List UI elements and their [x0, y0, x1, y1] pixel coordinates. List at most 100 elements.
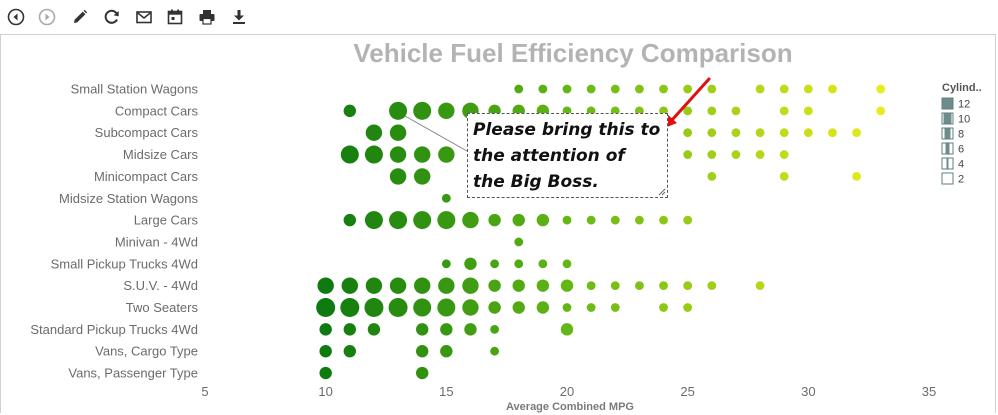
data-point[interactable] — [586, 303, 596, 312]
data-point[interactable] — [438, 146, 455, 163]
data-point[interactable] — [340, 298, 360, 317]
data-point[interactable] — [413, 298, 432, 317]
data-point[interactable] — [414, 146, 431, 163]
data-point[interactable] — [659, 303, 668, 312]
data-point[interactable] — [441, 193, 451, 203]
data-point[interactable] — [803, 128, 813, 138]
data-point[interactable] — [441, 259, 451, 269]
data-point[interactable] — [635, 84, 644, 94]
data-point[interactable] — [343, 213, 356, 227]
data-point[interactable] — [635, 281, 644, 291]
data-point[interactable] — [707, 150, 717, 159]
data-point[interactable] — [413, 101, 432, 120]
data-point[interactable] — [635, 215, 644, 225]
data-point[interactable] — [707, 128, 717, 138]
data-point[interactable] — [610, 84, 620, 94]
data-point[interactable] — [659, 215, 668, 225]
data-point[interactable] — [343, 104, 356, 118]
data-point[interactable] — [779, 84, 789, 94]
data-point[interactable] — [562, 84, 572, 94]
data-point[interactable] — [340, 145, 359, 164]
data-point[interactable] — [755, 84, 765, 94]
data-point[interactable] — [803, 84, 813, 94]
back-icon[interactable] — [5, 6, 27, 28]
data-point[interactable] — [343, 323, 356, 336]
annotation-callout[interactable]: Please bring this to the attention of th… — [467, 113, 668, 198]
data-point[interactable] — [683, 84, 693, 94]
data-point[interactable] — [659, 84, 668, 94]
data-point[interactable] — [462, 277, 479, 294]
data-point[interactable] — [538, 84, 548, 94]
data-point[interactable] — [414, 168, 431, 185]
data-point[interactable] — [779, 150, 789, 159]
data-point[interactable] — [538, 259, 548, 269]
data-point[interactable] — [514, 259, 524, 269]
data-point[interactable] — [416, 366, 429, 380]
data-point[interactable] — [490, 259, 499, 269]
data-point[interactable] — [416, 345, 429, 358]
data-point[interactable] — [683, 303, 693, 312]
data-point[interactable] — [490, 346, 499, 356]
refresh-icon[interactable] — [101, 6, 123, 28]
data-point[interactable] — [364, 145, 383, 164]
data-point[interactable] — [364, 211, 383, 230]
data-point[interactable] — [536, 279, 550, 292]
data-point[interactable] — [828, 128, 837, 138]
data-point[interactable] — [779, 128, 789, 138]
data-point[interactable] — [389, 168, 407, 185]
data-point[interactable] — [707, 281, 717, 291]
data-point[interactable] — [610, 281, 620, 291]
data-point[interactable] — [731, 106, 741, 116]
data-point[interactable] — [343, 345, 356, 358]
data-point[interactable] — [367, 323, 381, 336]
data-point[interactable] — [488, 213, 501, 227]
data-point[interactable] — [562, 303, 572, 312]
data-point[interactable] — [659, 281, 668, 291]
pencil-icon[interactable] — [69, 6, 91, 28]
data-point[interactable] — [586, 281, 596, 291]
data-point[interactable] — [319, 323, 332, 336]
download-icon[interactable] — [228, 6, 250, 28]
data-point[interactable] — [319, 345, 332, 358]
data-point[interactable] — [803, 106, 813, 116]
data-point[interactable] — [876, 106, 886, 116]
data-point[interactable] — [731, 128, 741, 138]
data-point[interactable] — [341, 277, 358, 294]
data-point[interactable] — [683, 215, 693, 225]
data-point[interactable] — [610, 303, 620, 312]
data-point[interactable] — [437, 298, 456, 317]
data-point[interactable] — [414, 277, 431, 294]
data-point[interactable] — [876, 84, 886, 94]
data-point[interactable] — [512, 279, 525, 292]
data-point[interactable] — [389, 101, 408, 120]
data-point[interactable] — [828, 84, 837, 94]
data-point[interactable] — [416, 323, 429, 336]
data-point[interactable] — [317, 277, 334, 294]
data-point[interactable] — [707, 172, 717, 181]
data-point[interactable] — [586, 215, 596, 225]
forward-icon[interactable] — [36, 6, 58, 28]
data-point[interactable] — [389, 146, 407, 163]
data-point[interactable] — [438, 277, 455, 294]
data-point[interactable] — [755, 150, 765, 159]
data-point[interactable] — [514, 237, 524, 247]
data-point[interactable] — [610, 215, 620, 225]
data-point[interactable] — [683, 281, 693, 291]
data-point[interactable] — [512, 301, 525, 314]
data-point[interactable] — [388, 298, 408, 317]
calendar-icon[interactable] — [164, 6, 186, 28]
data-point[interactable] — [560, 323, 574, 336]
data-point[interactable] — [440, 345, 453, 358]
data-point[interactable] — [731, 150, 741, 159]
data-point[interactable] — [389, 277, 407, 294]
data-point[interactable] — [562, 259, 572, 269]
data-point[interactable] — [683, 128, 693, 138]
data-point[interactable] — [683, 106, 693, 116]
data-point[interactable] — [707, 84, 717, 94]
data-point[interactable] — [462, 299, 479, 316]
data-point[interactable] — [413, 211, 432, 230]
data-point[interactable] — [562, 215, 572, 225]
data-point[interactable] — [779, 172, 789, 181]
data-point[interactable] — [755, 128, 765, 138]
data-point[interactable] — [464, 257, 477, 270]
